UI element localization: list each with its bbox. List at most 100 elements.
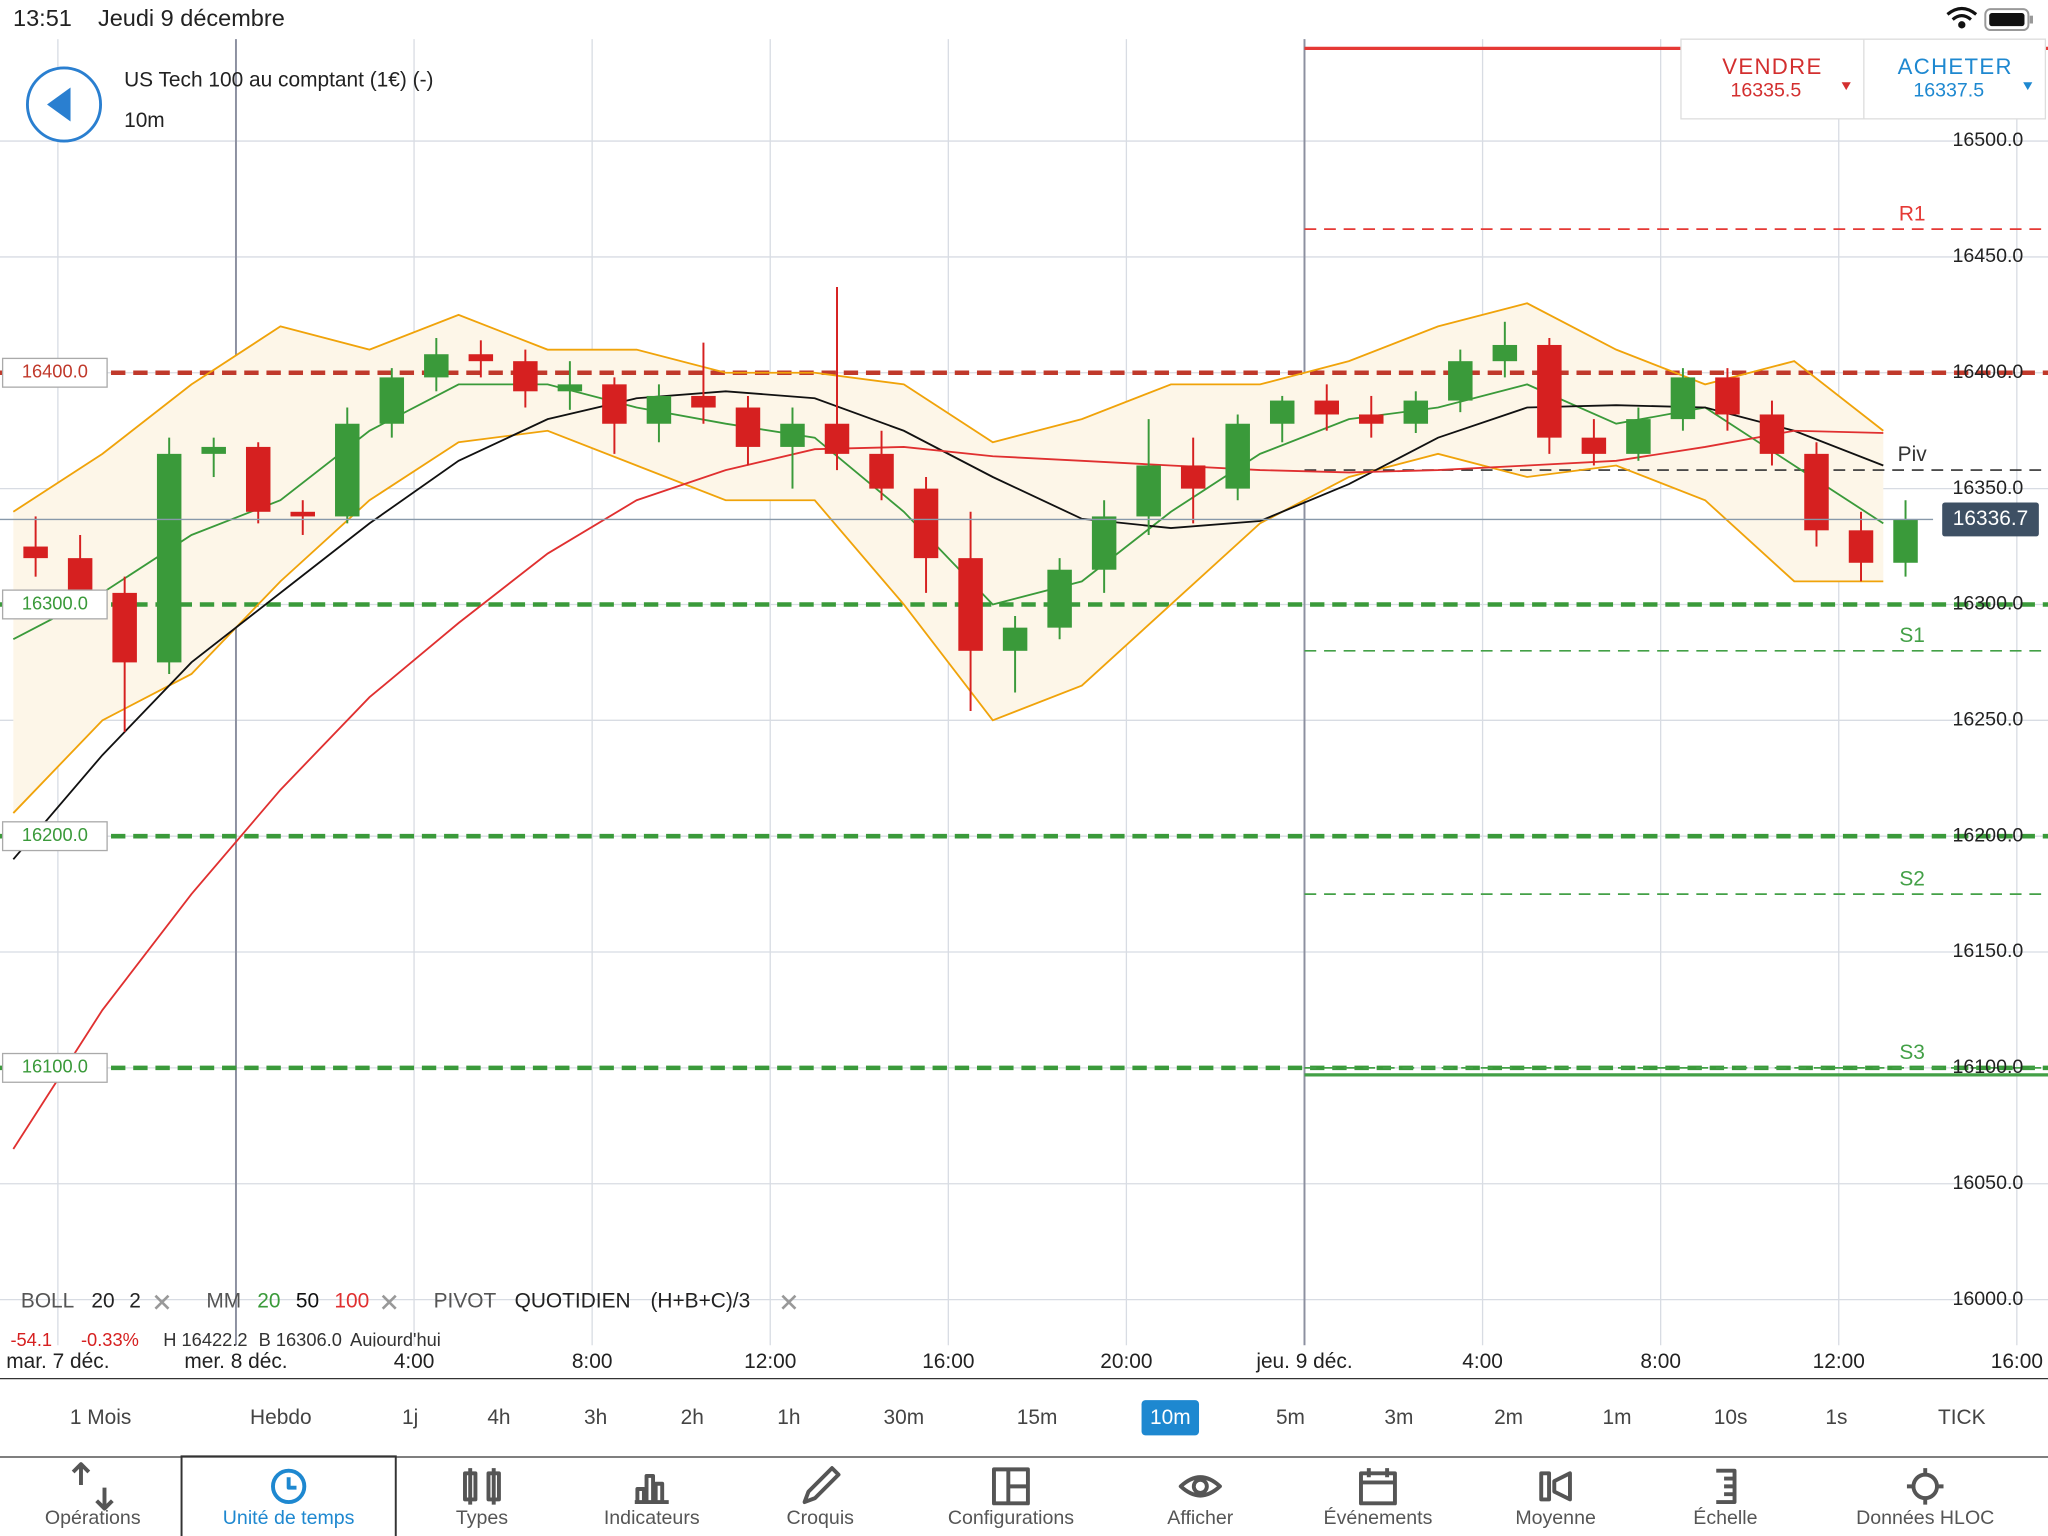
plot-layer: R1 Piv S1 S2 S3: [0, 46, 2048, 1150]
trade-box: VENDRE 16335.5 ACHETER 16337.5: [1680, 38, 2047, 120]
tab-label: Unité de temps: [223, 1507, 355, 1529]
boll-deviation: 2: [129, 1290, 141, 1313]
y-tick-label: 16500.0: [1953, 129, 2024, 151]
timeframe-option[interactable]: 10m: [1141, 1400, 1200, 1436]
timeframe-option[interactable]: 5m: [1276, 1406, 1305, 1429]
remove-ma[interactable]: [381, 1294, 397, 1310]
level-label: 16200.0: [22, 824, 88, 845]
timeframe-option[interactable]: Hebdo: [250, 1406, 312, 1429]
candle-body: [1492, 344, 1518, 362]
boll-label: BOLL: [21, 1290, 74, 1313]
candle-body: [913, 488, 939, 559]
candle-body: [1448, 361, 1473, 401]
timeframe-label: 1j: [402, 1406, 418, 1429]
sell-label: VENDRE: [1722, 54, 1822, 79]
timeframe-option[interactable]: 1m: [1602, 1406, 1631, 1429]
level-label: 16300.0: [22, 592, 88, 613]
tab[interactable]: Événements: [1324, 1468, 1433, 1529]
timeframe-option[interactable]: 3m: [1384, 1406, 1413, 1429]
tab[interactable]: Afficher: [1167, 1475, 1234, 1529]
wifi-icon: [1946, 6, 1978, 29]
candle-body: [1047, 569, 1072, 628]
candle-body: [23, 546, 48, 559]
timeframe-option[interactable]: TICK: [1938, 1406, 1986, 1429]
candle-body: [201, 446, 226, 454]
tab-label: Données HLOC: [1856, 1507, 1994, 1529]
last-price-label: 16336.7: [1953, 507, 2028, 530]
tab-icon: [1716, 1468, 1737, 1504]
candle-body: [1180, 465, 1206, 489]
timeframe-label: 2h: [681, 1406, 704, 1429]
tab-icon: [271, 1468, 307, 1504]
timeframe-option[interactable]: 30m: [884, 1406, 925, 1429]
tab[interactable]: Croquis: [787, 1466, 855, 1529]
candle-body: [1403, 400, 1429, 424]
candle-body: [1537, 344, 1562, 438]
tab[interactable]: Types: [456, 1468, 508, 1529]
timeframe-option[interactable]: 1j: [402, 1406, 418, 1429]
timeframe-label: Hebdo: [250, 1406, 312, 1429]
timeframe-option[interactable]: 3h: [584, 1406, 607, 1429]
x-tick-label: 12:00: [1813, 1350, 1865, 1373]
tab[interactable]: Moyenne: [1515, 1471, 1596, 1529]
buy-label: ACHETER: [1898, 54, 2013, 79]
timeframe-option[interactable]: 4h: [487, 1406, 510, 1429]
candle-body: [245, 446, 271, 512]
tab[interactable]: Opérations: [45, 1462, 141, 1529]
tab-icon: [1359, 1468, 1397, 1506]
tab[interactable]: Indicateurs: [604, 1473, 700, 1529]
candle-body: [1269, 400, 1295, 424]
tab[interactable]: Unité de temps: [180, 1455, 397, 1536]
tab[interactable]: Données HLOC: [1856, 1468, 1994, 1529]
candle-body: [1314, 400, 1339, 415]
back-button[interactable]: [25, 66, 103, 143]
timeframe-option[interactable]: 15m: [1017, 1406, 1058, 1429]
x-tick-label: 16:00: [922, 1350, 974, 1373]
buy-button[interactable]: ACHETER 16337.5: [1898, 54, 2033, 102]
timeframe-option[interactable]: 1s: [1825, 1406, 1847, 1429]
timeframe-option[interactable]: 1 Mois: [70, 1406, 131, 1429]
x-tick-label: jeu. 9 déc.: [1255, 1350, 1352, 1373]
timeframe-option[interactable]: 1h: [777, 1406, 800, 1429]
sell-price: 16335.5: [1730, 80, 1801, 102]
stat: H 16422.2: [163, 1329, 247, 1350]
stat: Aujourd'hui: [350, 1329, 441, 1350]
candle-body: [513, 361, 538, 392]
y-tick-label: 16150.0: [1953, 940, 2024, 962]
candle-body: [958, 558, 983, 651]
tab-icon: [634, 1473, 669, 1504]
level-label-box: [1, 589, 108, 620]
pivot-mode: QUOTIDIEN: [515, 1290, 631, 1313]
x-tick-label: mer. 8 déc.: [184, 1350, 287, 1373]
tab-label: Configurations: [948, 1507, 1074, 1529]
tab-icon: [1539, 1471, 1572, 1502]
timeframe-label: 1s: [1825, 1406, 1847, 1429]
timeframe-option[interactable]: 10s: [1714, 1406, 1748, 1429]
remove-pivot[interactable]: [781, 1294, 797, 1310]
tab-icon: [463, 1468, 501, 1505]
timeframe-label: 15m: [1017, 1406, 1058, 1429]
tab[interactable]: Échelle: [1693, 1468, 1758, 1529]
x-tick-label: 20:00: [1100, 1350, 1152, 1373]
remove-boll[interactable]: [154, 1294, 170, 1310]
bollinger-upper: [12, 302, 1884, 513]
tab[interactable]: Configurations: [948, 1467, 1074, 1529]
candle-body: [602, 384, 627, 424]
indicator-legend: BOLL 20 2 MM PIVOT QUOTIDIEN (H+B+C)/3 2…: [21, 1290, 797, 1313]
x-tick-label: 16:00: [1991, 1350, 2043, 1373]
y-tick-label: 16250.0: [1953, 708, 2024, 730]
timeframe-bar: 1 Mois Hebdo 1j 4h 3h 2h 1h 30m 15m 10m 5m 3m 2m 1m 10…: [70, 1400, 1986, 1436]
y-tick-label: 16050.0: [1953, 1172, 2024, 1194]
candle-body: [1848, 530, 1874, 563]
date: Jeudi 9 décembre: [98, 5, 285, 31]
tab-icon: [1906, 1468, 1944, 1505]
tab-icon: [991, 1467, 1030, 1506]
timeframe-label: 1 Mois: [70, 1406, 131, 1429]
sell-button[interactable]: VENDRE 16335.5: [1722, 54, 1851, 102]
y-tick-label: 16100.0: [1953, 1056, 2024, 1078]
x-tick-label: mar. 7 déc.: [6, 1350, 109, 1373]
timeframe-option[interactable]: 2m: [1494, 1406, 1523, 1429]
timeframe-option[interactable]: 2h: [681, 1406, 704, 1429]
grid-layer: [0, 39, 2048, 1346]
